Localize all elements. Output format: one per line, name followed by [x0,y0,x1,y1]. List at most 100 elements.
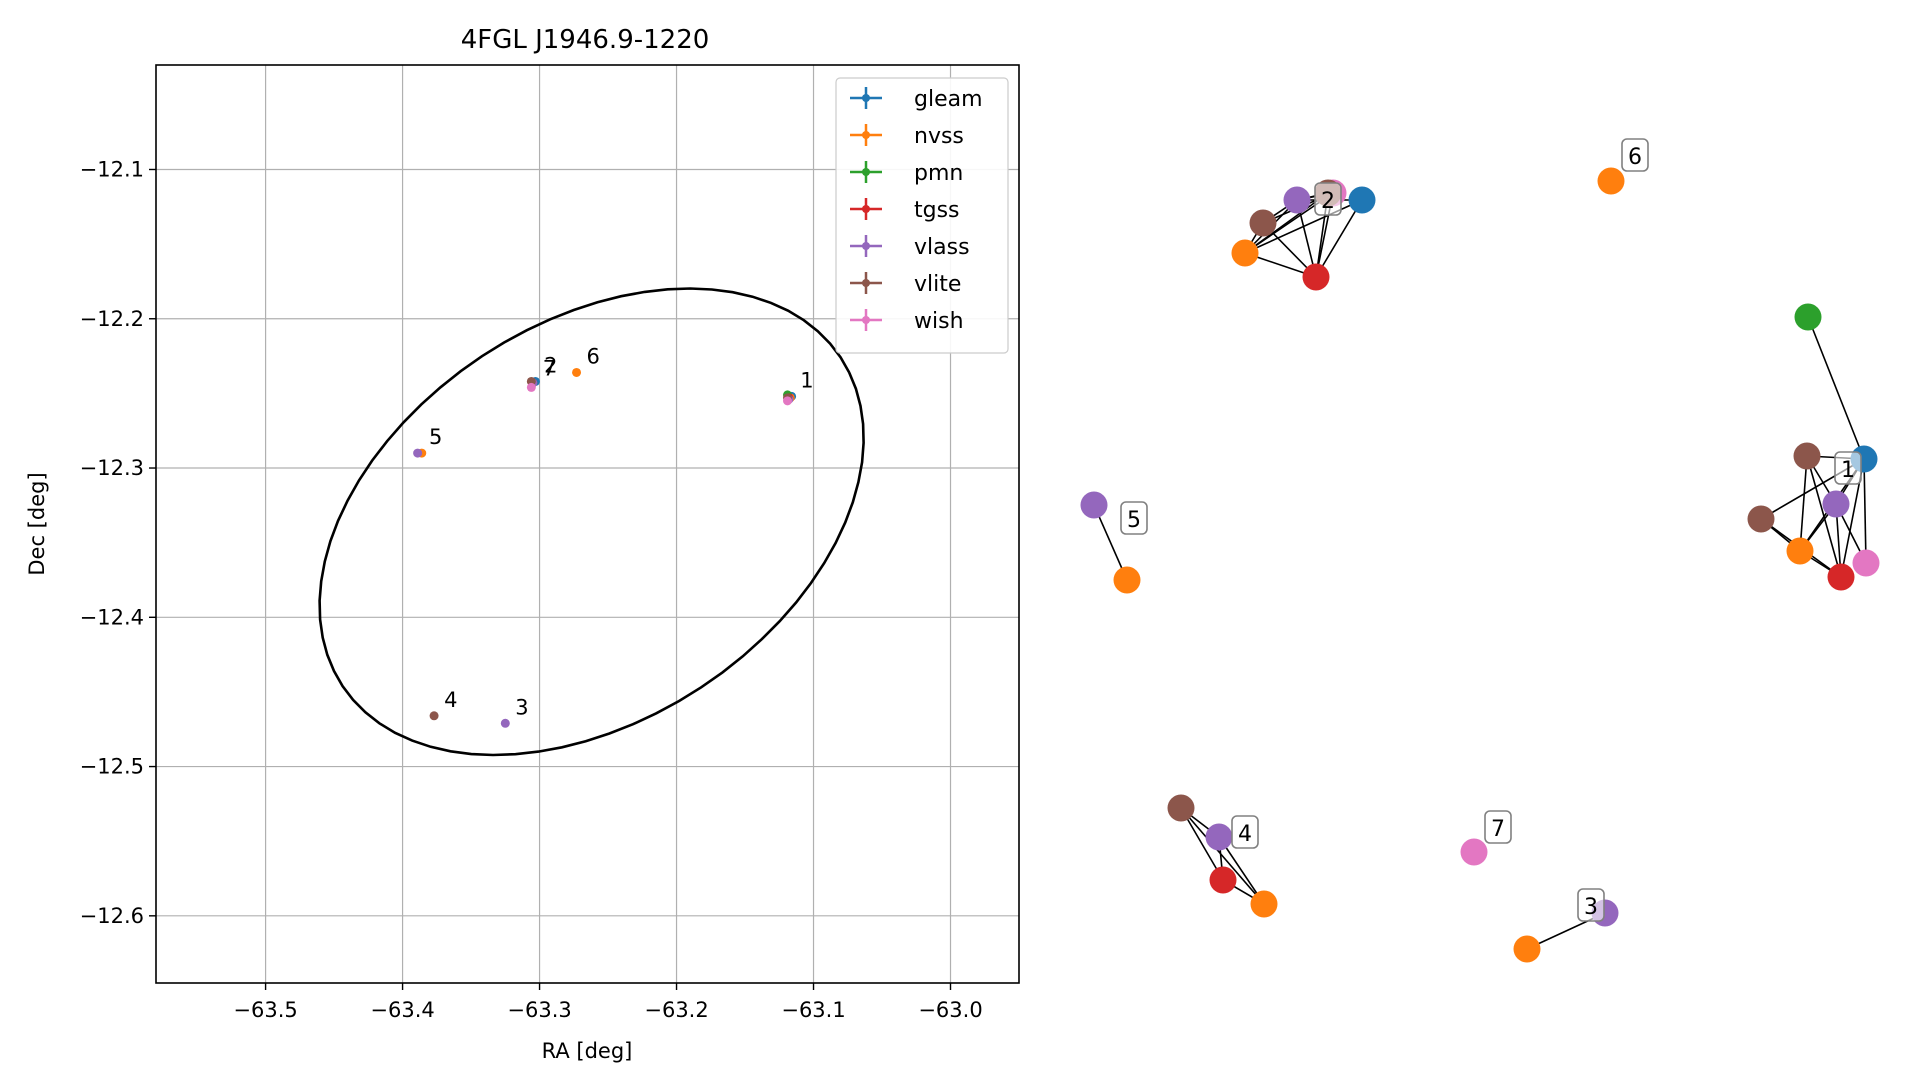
network-node-vlass [1283,186,1311,214]
legend-label: tgss [914,198,960,223]
network-edge [1180,807,1265,905]
vlass-point [500,718,510,728]
cluster-label: 4 [1238,822,1252,847]
legend-label: gleam [914,87,983,112]
point-annotation: 5 [429,425,442,449]
network-node-vlass [1080,491,1108,519]
legend-marker-dot [862,316,870,324]
ellipse-outline [318,287,865,757]
network-node-vlite [1167,794,1195,822]
cluster-label-box [1621,138,1649,172]
legend-marker-dot [862,242,870,250]
network-node-vlass [1822,490,1850,518]
legend-label: vlass [914,235,970,260]
cluster-label: 7 [1491,817,1505,842]
y-tick-label: −12.5 [80,755,144,779]
y-axis-label: Dec [deg] [25,472,49,575]
localization-ellipse [318,287,865,757]
legend-marker-dot [862,279,870,287]
vlass-point [413,448,423,458]
scatter-points [413,367,797,728]
legend-label: wish [914,309,964,334]
network-node-vlite [1249,209,1277,237]
network-node-nvss [1597,167,1625,195]
legend-entry-vlite: vlite [850,272,961,297]
network-node-tgss [1209,866,1237,894]
legend-entry-tgss: tgss [850,198,960,223]
network-node-nvss [1250,890,1278,918]
network-node-wish [1852,549,1880,577]
cluster-label-box [1314,182,1342,216]
y-tick-label: −12.2 [80,307,144,331]
network-node-vlass [1205,823,1233,851]
y-tick-label: −12.3 [80,456,144,480]
cluster-label: 6 [1628,145,1642,170]
scatter-panel: 4FGL J1946.9-1220 127 654 3 −63.5 −63.4 −63.… [25,25,1020,1063]
x-axis-ticks: −63.5 −63.4 −63.3 −63.2 −63.1 −63.0 [233,983,983,1022]
cluster-label-box [1834,451,1862,485]
x-axis-label: RA [deg] [542,1039,633,1063]
point-annotation: 6 [587,344,600,368]
cluster-label-box [1484,810,1512,844]
cluster-label: 5 [1127,508,1141,533]
network-node-wish [1460,838,1488,866]
x-tick-label: −63.3 [507,998,571,1022]
legend-marker-dot [862,205,870,213]
cluster-label-box [1120,501,1148,535]
axes-frame [155,64,1020,984]
network-node-nvss [1231,239,1259,267]
network-node-vlite [1747,505,1775,533]
network-node-tgss [1827,563,1855,591]
legend: gleam nvss pmn tgss vlass vlite wish [835,77,1009,354]
legend-label: pmn [914,161,963,186]
y-tick-label: −12.6 [80,904,144,928]
network-node-tgss [1302,263,1330,291]
x-tick-label: −63.4 [370,998,434,1022]
chart-title: 4FGL J1946.9-1220 [461,25,710,55]
legend-label: nvss [914,124,964,149]
network-labels: 1 2 3 4 5 6 7 [1120,138,1862,922]
network-node-pmn [1794,303,1822,331]
cluster-label: 3 [1584,895,1598,920]
legend-entry-vlass: vlass [850,235,970,260]
point-annotation: 2 [544,353,557,377]
cluster-label: 2 [1321,189,1335,214]
network-node-nvss [1113,566,1141,594]
point-annotation: 3 [515,695,528,719]
network-edge [1807,316,1865,460]
network-edge [1799,455,1808,552]
legend-marker-dot [862,168,870,176]
network-edge [1093,504,1128,581]
legend-entry-gleam: gleam [850,87,983,112]
x-tick-label: −63.2 [644,998,708,1022]
network-node-gleam [1348,186,1376,214]
vlite-point [429,711,439,721]
network-edge [1244,192,1329,254]
legend-entry-nvss: nvss [850,124,964,149]
y-tick-label: −12.4 [80,605,144,629]
network-node-vlite [1793,442,1821,470]
network-edge [1806,455,1842,578]
point-annotation: 7 [543,356,556,380]
network-edge [1315,199,1363,278]
legend-marker-dot [862,94,870,102]
network-panel: 1 2 3 4 5 6 7 [1080,138,1880,963]
network-edge [1180,807,1224,881]
y-tick-label: −12.1 [80,157,144,181]
wish-point [526,382,536,392]
point-annotation: 4 [444,688,457,712]
x-tick-label: −63.0 [918,998,982,1022]
x-tick-label: −63.5 [233,998,297,1022]
cluster-label: 1 [1841,458,1855,483]
x-tick-label: −63.1 [781,998,845,1022]
point-annotation: 1 [800,368,813,392]
network-edge [1863,458,1867,564]
legend-marker-dot [862,131,870,139]
cluster-label-box [1231,815,1259,849]
legend-entry-pmn: pmn [850,161,963,186]
wish-point [782,396,792,406]
cluster-label-box [1577,888,1605,922]
point-annotations: 1 27 6 5 4 3 [429,344,814,719]
y-axis-ticks: −12.1 −12.2 −12.3 −12.4 −12.5 −12.6 [80,157,156,928]
